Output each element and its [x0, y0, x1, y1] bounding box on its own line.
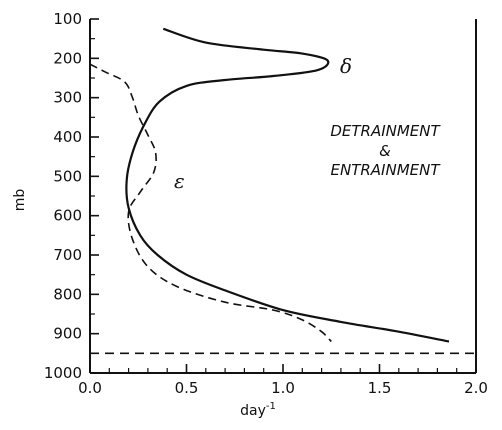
- x-tick-label: 1.0: [271, 379, 295, 397]
- x-tick-label: 2.0: [464, 379, 488, 397]
- x-tick-label: 0.0: [78, 379, 102, 397]
- y-tick-label: 600: [53, 207, 82, 225]
- y-tick-label: 1000: [44, 364, 82, 382]
- y-tick-label: 400: [53, 128, 82, 146]
- y-tick-label: 200: [53, 49, 82, 67]
- y-tick-labels: 100 200 300 400 500 600 700 800 900 1000: [44, 10, 82, 382]
- axis-ticks: [89, 18, 477, 374]
- annotation-line-1: DETRAINMENT: [330, 122, 441, 140]
- x-axis-label: day-1: [240, 401, 276, 419]
- annotation-line-3: ENTRAINMENT: [331, 161, 442, 179]
- y-tick-label: 100: [53, 10, 82, 28]
- y-tick-label: 500: [53, 167, 82, 185]
- series-layer: [89, 27, 476, 355]
- series-label-epsilon: ε: [174, 169, 185, 193]
- y-tick-label: 300: [53, 89, 82, 107]
- plot-frame: [89, 19, 477, 374]
- series-line-epsilon: [89, 63, 332, 343]
- x-tick-label: 0.5: [175, 379, 199, 397]
- series-label-delta: δ: [340, 54, 352, 78]
- x-tick-labels: 0.0 0.5 1.0 1.5 2.0: [78, 379, 488, 397]
- y-tick-label: 900: [53, 325, 82, 343]
- y-tick-label: 700: [53, 246, 82, 264]
- series-line-delta: [125, 27, 450, 343]
- y-tick-label: 800: [53, 285, 82, 303]
- x-axis-label-superscript: -1: [266, 401, 276, 412]
- annotation-line-2: &: [379, 142, 391, 160]
- x-axis-label-base: day: [240, 403, 266, 419]
- x-tick-label: 1.5: [368, 379, 392, 397]
- y-axis-label: mb: [12, 189, 28, 212]
